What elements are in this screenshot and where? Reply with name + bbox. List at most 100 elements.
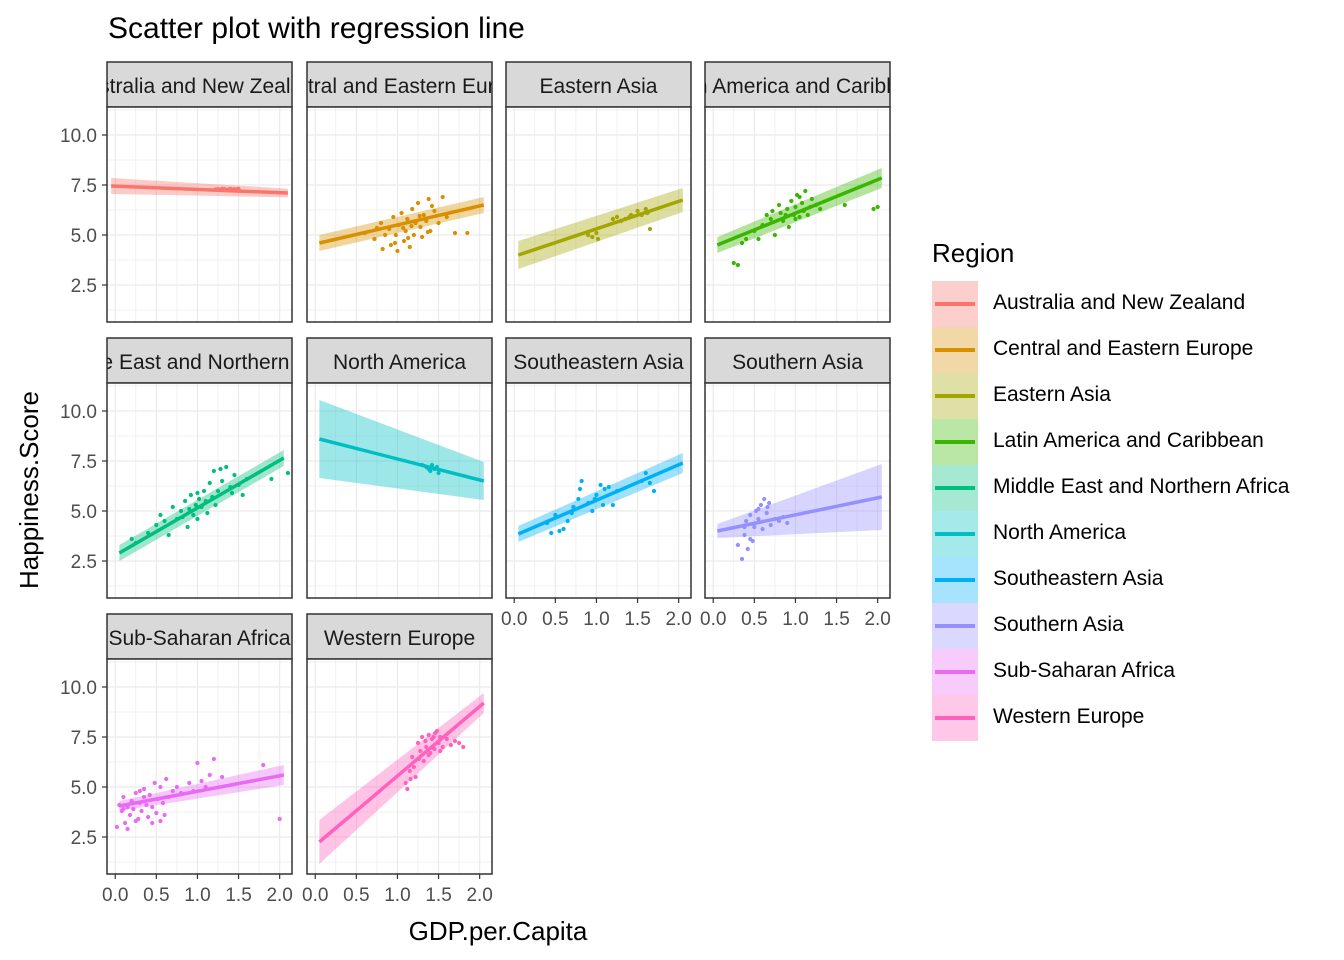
data-point [417, 213, 422, 219]
data-point [744, 518, 749, 524]
data-point [162, 518, 167, 524]
legend-key-line [935, 486, 975, 490]
data-point [220, 478, 225, 484]
regression-line [517, 461, 684, 536]
data-point [748, 536, 753, 542]
x-axis-title: GDP.per.Capita [409, 916, 588, 946]
legend-key-line [935, 394, 975, 398]
data-point [401, 225, 406, 231]
facet-strip [505, 337, 692, 384]
data-point [600, 502, 606, 508]
legend-label: Eastern Asia [993, 383, 1111, 406]
data-point [158, 784, 163, 790]
data-point [436, 220, 441, 226]
facet-panel: North America [306, 337, 493, 599]
data-point [440, 194, 445, 200]
facet-panel-bg [705, 383, 890, 598]
data-point [158, 512, 163, 518]
x-tick-label: 0.5 [741, 609, 767, 630]
facet-strip-label: Southern Asia [732, 351, 863, 374]
legend-key-line [935, 348, 975, 352]
data-point [760, 526, 765, 532]
legend-label: Southeastern Asia [993, 567, 1164, 590]
data-point [764, 510, 769, 516]
legend-key [932, 511, 978, 557]
data-point [586, 232, 591, 238]
data-point [199, 778, 204, 784]
regression-line [716, 495, 883, 533]
data-point [735, 542, 740, 548]
data-point [818, 206, 823, 212]
facet-border [505, 382, 692, 599]
facet-marks [517, 453, 684, 542]
data-point [211, 756, 216, 762]
data-point [152, 780, 157, 786]
data-point [187, 780, 192, 786]
facet-panel: Latin America and Caribbean [662, 61, 920, 323]
facet-strip-label: Middle East and Northern Africa [51, 351, 348, 374]
data-point [421, 212, 426, 218]
data-point [378, 220, 384, 226]
faceted-scatter-chart: Australia and New Zealand 2.5 5.0 7.5 10.0 Ce… [14, 61, 920, 946]
y-tick-label: 10.0 [60, 126, 97, 147]
data-point [154, 522, 159, 528]
data-point [452, 230, 458, 236]
legend-label: Southern Asia [993, 613, 1124, 636]
data-point [432, 746, 437, 752]
facet-panel-bg [307, 659, 492, 874]
data-point [191, 512, 196, 518]
data-point [436, 470, 441, 476]
data-point [388, 242, 393, 248]
data-point [793, 204, 798, 210]
data-point [154, 810, 159, 816]
x-tick-label: 0.0 [102, 885, 128, 906]
y-tick-label: 5.0 [71, 502, 97, 523]
facet-panel: Eastern Asia [505, 61, 692, 323]
legend-key-line [935, 624, 975, 628]
data-point [195, 760, 200, 766]
data-point [426, 752, 431, 758]
data-point [590, 234, 595, 240]
facet-marks [517, 188, 684, 269]
data-point [415, 740, 421, 746]
facet-border [505, 106, 692, 323]
legend-title: Region [932, 238, 1015, 268]
facet-strip [704, 337, 891, 384]
legend-key [932, 649, 978, 695]
data-point [561, 526, 566, 532]
legend-label: Central and Eastern Europe [993, 337, 1254, 360]
data-point [651, 488, 657, 494]
data-point [405, 786, 410, 792]
facet-strip-label: Latin America and Caribbean [662, 75, 920, 98]
data-point [195, 490, 200, 496]
data-point [764, 212, 769, 218]
data-point [164, 776, 169, 782]
data-point [797, 214, 802, 220]
data-point [144, 802, 149, 808]
facet-panel-bg [506, 383, 691, 598]
data-point [401, 238, 407, 244]
data-point [170, 504, 175, 510]
legend-label: Western Europe [993, 705, 1145, 728]
data-point [129, 536, 134, 542]
data-point [577, 486, 583, 492]
data-point [215, 488, 221, 494]
data-point [409, 223, 414, 229]
legend-item: Sub-Saharan Africa [932, 649, 1175, 695]
data-point [610, 216, 615, 222]
facet-panel-bg [705, 107, 890, 322]
data-point [114, 824, 119, 830]
data-point [457, 740, 462, 746]
legend-key-line [935, 670, 975, 674]
facet-marks [318, 400, 485, 500]
data-point [635, 208, 640, 214]
data-point [122, 820, 128, 826]
data-point [196, 496, 202, 502]
data-point [205, 510, 210, 516]
facet-border [306, 382, 493, 599]
legend: Region Australia and New Zealand Central … [932, 238, 1289, 741]
data-point [444, 736, 449, 742]
facet-marks [118, 450, 290, 561]
facet-panel-bg [506, 107, 691, 322]
facet-strip-label: Eastern Asia [540, 75, 658, 98]
